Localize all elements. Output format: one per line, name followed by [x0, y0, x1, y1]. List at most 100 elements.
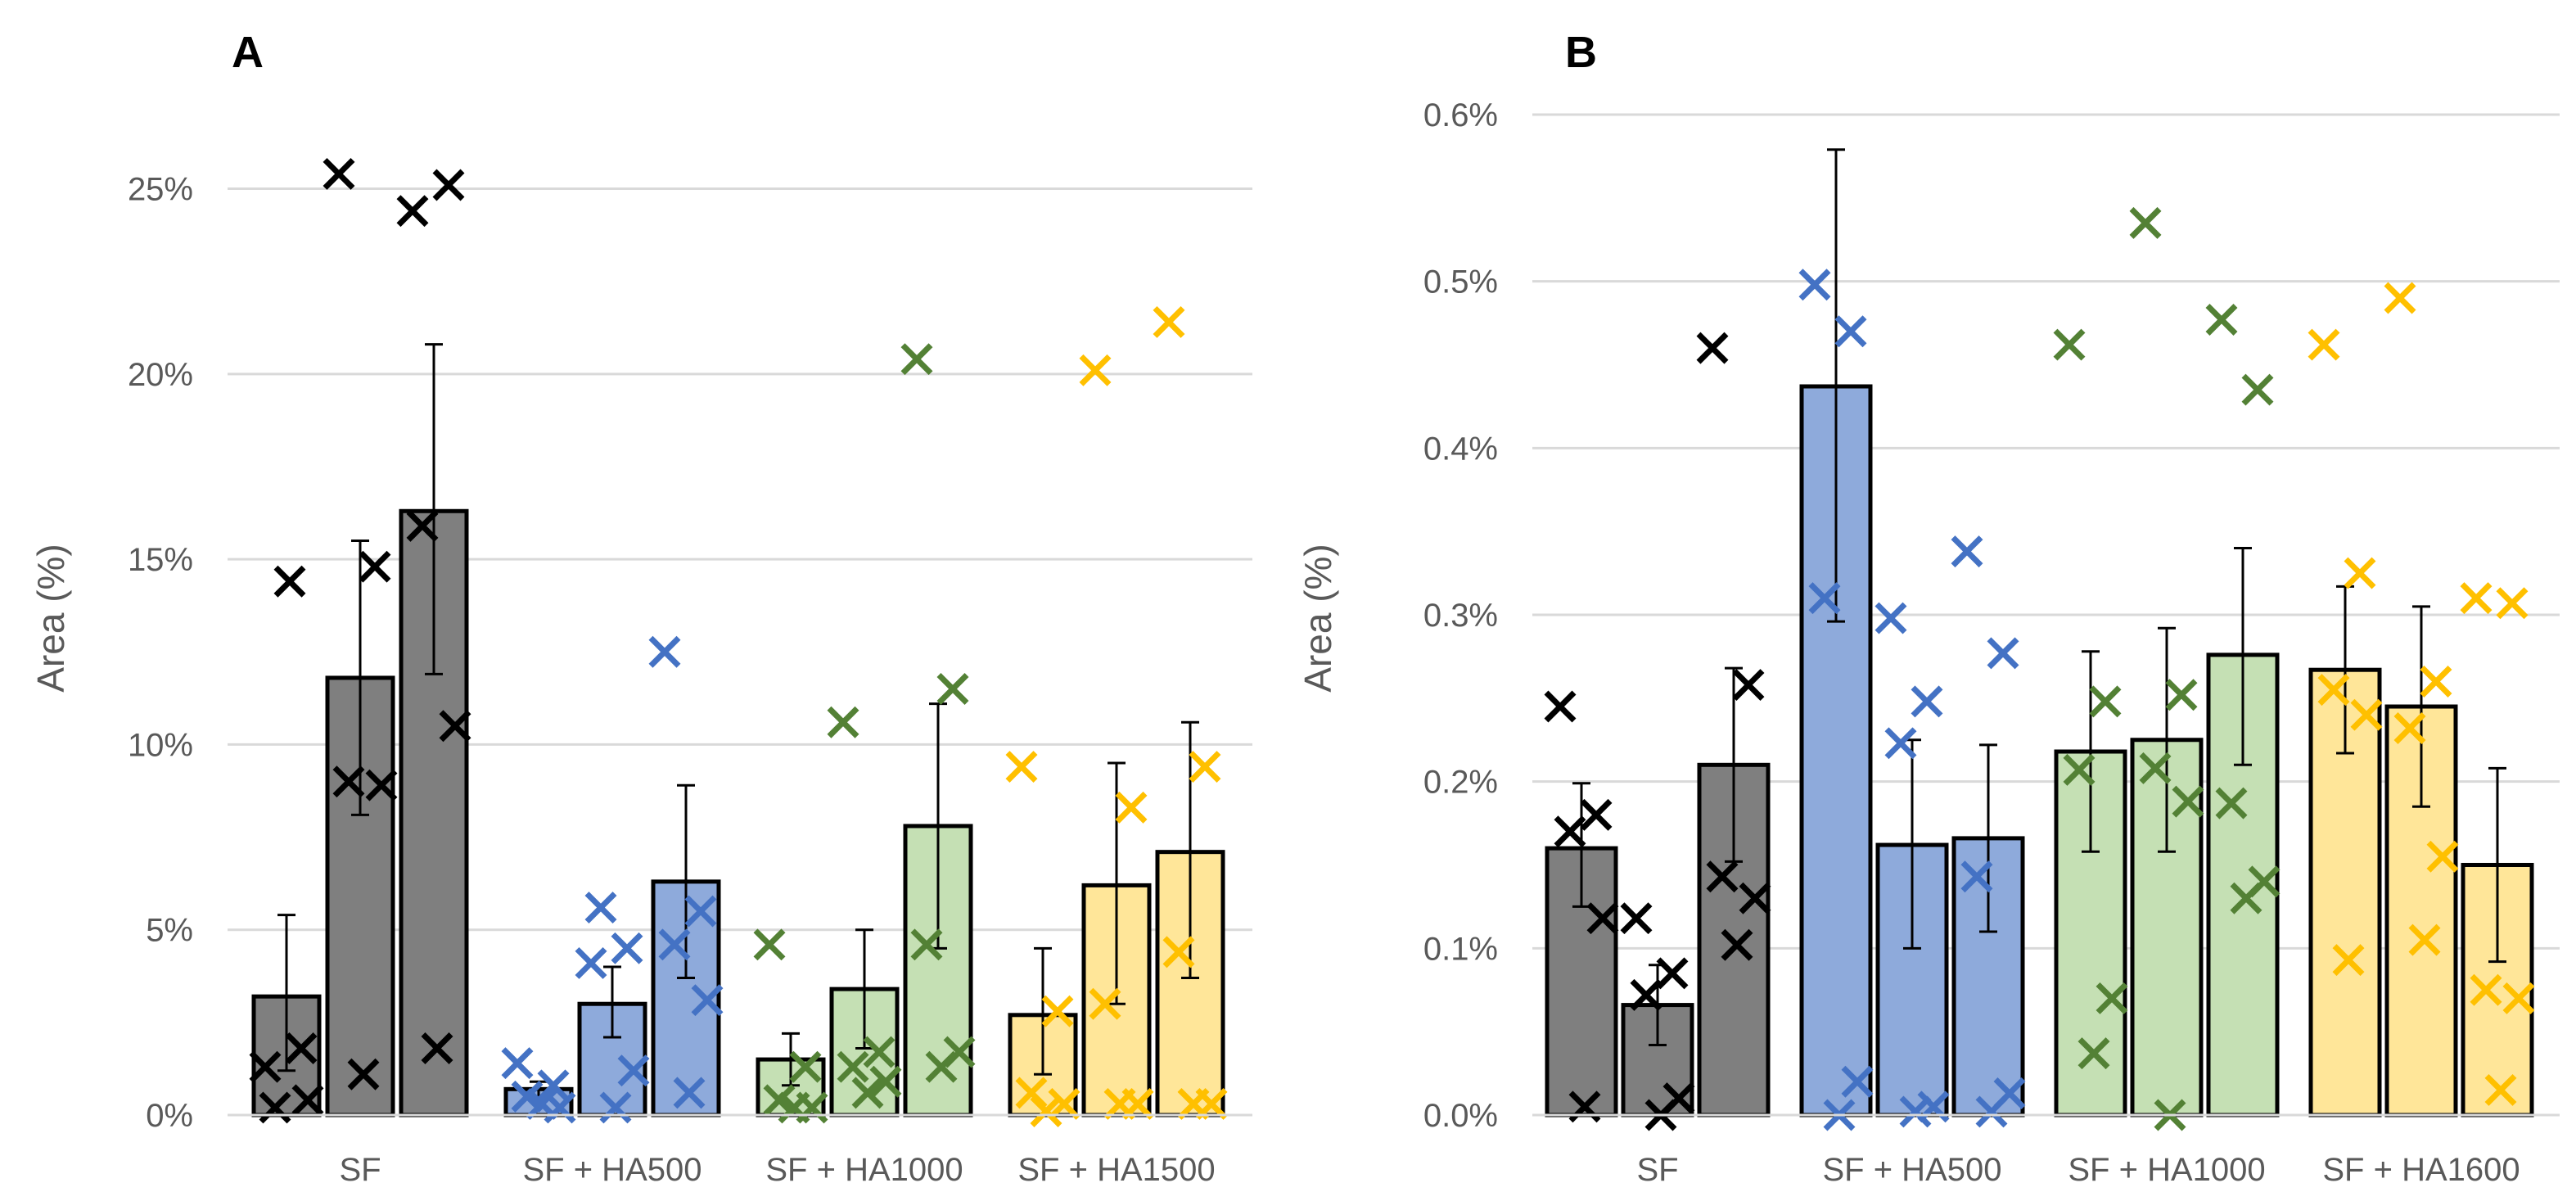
panel-b-y-tick-label: 0.2%: [1423, 765, 1498, 801]
panel-a-data-point: [396, 195, 429, 228]
panel-a-data-point: [406, 509, 439, 542]
panel-a-data-point: [684, 895, 717, 928]
chart-panel-a: A Area (%) 0% 5% 10% 15% 20% 25% SF SF + HA500…: [29, 28, 1252, 1188]
panel-a-error-bar: [1181, 720, 1199, 980]
panel-b-data-point: [1874, 602, 1907, 634]
panel-a-category-labels: SF SF + HA500 SF + HA1000 SF + HA1500: [339, 1152, 1215, 1188]
panel-b-data-point: [1554, 815, 1586, 848]
data-point-stroke: [2129, 206, 2162, 239]
data-point-stroke: [2089, 685, 2122, 718]
panel-b-data-point: [2089, 685, 2122, 718]
panel-b-error-bar: [2082, 650, 2100, 853]
data-point-stroke: [2308, 328, 2340, 361]
data-point-stroke: [1808, 582, 1841, 615]
data-point-stroke: [2426, 840, 2459, 873]
panel-a-data-point: [673, 1077, 706, 1109]
data-point-stroke: [1899, 1095, 1932, 1128]
data-point-stroke: [617, 1054, 650, 1087]
data-point-stroke: [1951, 535, 1983, 568]
data-point-stroke: [1620, 902, 1653, 935]
panel-a-data-point: [1189, 751, 1221, 783]
panel-b-error-bar: [1827, 148, 1845, 623]
panel-b-data-point: [1739, 882, 1771, 914]
data-point-stroke: [910, 928, 943, 961]
panel-a-data-point: [851, 1077, 884, 1109]
panel-b-data-point: [2502, 982, 2535, 1014]
data-point-stroke: [2350, 698, 2383, 731]
panel-a-data-point: [599, 1091, 632, 1124]
panel-b-data-point: [2053, 328, 2086, 361]
data-point-stroke: [673, 1077, 706, 1109]
panel-b-data-point: [1656, 957, 1689, 990]
panel-a-y-tick-label: 10%: [128, 727, 193, 763]
panel-a-category-label: SF + HA500: [522, 1152, 702, 1188]
panel-b-data-point: [2460, 582, 2493, 615]
data-point-stroke: [851, 1077, 884, 1109]
data-point-stroke: [2317, 674, 2350, 707]
panel-b-category-labels: SF SF + HA500 SF + HA1000 SF + HA1600: [1636, 1152, 2520, 1188]
data-point-stroke: [249, 1050, 282, 1083]
panel-a-data-point: [753, 928, 786, 961]
panel-b-error-bars: [1572, 148, 2506, 1046]
panel-a-data-point: [617, 1054, 650, 1087]
data-point-stroke: [1103, 1087, 1136, 1120]
data-point-stroke: [323, 157, 355, 190]
data-point-stroke: [827, 706, 859, 738]
panel-b-data-point: [1960, 860, 1993, 893]
panel-a-data-point: [789, 1050, 822, 1083]
panel-a-data-point: [285, 1032, 318, 1065]
panel-b-category-label: SF + HA1600: [2322, 1152, 2520, 1188]
data-point-stroke: [936, 673, 969, 705]
panel-a-error-bars: [277, 343, 1199, 1098]
data-point-stroke: [2205, 304, 2238, 336]
panel-b-data-point: [1706, 860, 1739, 893]
panel-b-data-point: [1580, 798, 1613, 831]
panel-a-data-point: [691, 984, 724, 1017]
panel-a-y-tick-label: 20%: [128, 357, 193, 393]
data-point-stroke: [406, 509, 439, 542]
panel-b-data-point: [2230, 882, 2262, 914]
data-point-stroke: [2420, 665, 2452, 698]
panel-b-data-point: [1620, 902, 1653, 935]
panel-b-data-point: [2077, 1037, 2110, 1070]
panel-a-error-bar: [855, 928, 873, 1050]
panel-b-y-tick-label: 0.1%: [1423, 931, 1498, 967]
panel-b-data-point: [1696, 332, 1729, 364]
data-point-stroke: [2408, 923, 2441, 956]
panel-b-data-point: [1544, 690, 1577, 723]
panel-a-error-bar: [603, 965, 621, 1039]
panel-a-y-tick-label: 25%: [128, 172, 193, 208]
data-point-stroke: [421, 1032, 453, 1065]
panel-a-y-tick-label: 5%: [146, 913, 193, 949]
panel-b-data-point: [1975, 1095, 2008, 1128]
panel-a-data-point: [421, 1032, 453, 1065]
data-point-stroke: [900, 343, 933, 376]
panel-a-data-point: [658, 928, 691, 961]
data-point-stroke: [2470, 973, 2502, 1006]
panel-b-data-point: [1899, 1095, 1932, 1128]
data-point-stroke: [526, 1087, 558, 1120]
panel-b-data-point: [2420, 665, 2452, 698]
panel-b-error-bar: [2234, 547, 2252, 766]
data-point-stroke: [763, 1084, 796, 1117]
data-point-stroke: [2484, 1073, 2517, 1106]
panel-b-data-point: [2393, 712, 2426, 744]
data-point-stroke: [1030, 1095, 1062, 1127]
panel-a-data-point: [827, 706, 859, 738]
panel-b-data-point: [2496, 587, 2529, 620]
panel-b-data-point: [2308, 328, 2340, 361]
data-point-stroke: [1706, 860, 1739, 893]
panel-a-data-point: [1005, 751, 1038, 783]
panel-a-data-point: [259, 1091, 291, 1124]
panel-a-data-point: [611, 932, 643, 964]
panel-a-data-point: [648, 635, 681, 668]
data-point-stroke: [544, 1091, 576, 1124]
data-point-stroke: [837, 1050, 869, 1083]
panel-a-data-point: [869, 1065, 902, 1098]
panel-b-data-point: [2215, 787, 2248, 819]
data-point-stroke: [1015, 1077, 1048, 1109]
panel-a-data-points: [249, 157, 1228, 1127]
panel-b-data-point: [2139, 752, 2172, 784]
data-point-stroke: [1732, 669, 1765, 702]
data-point-stroke: [691, 984, 724, 1017]
